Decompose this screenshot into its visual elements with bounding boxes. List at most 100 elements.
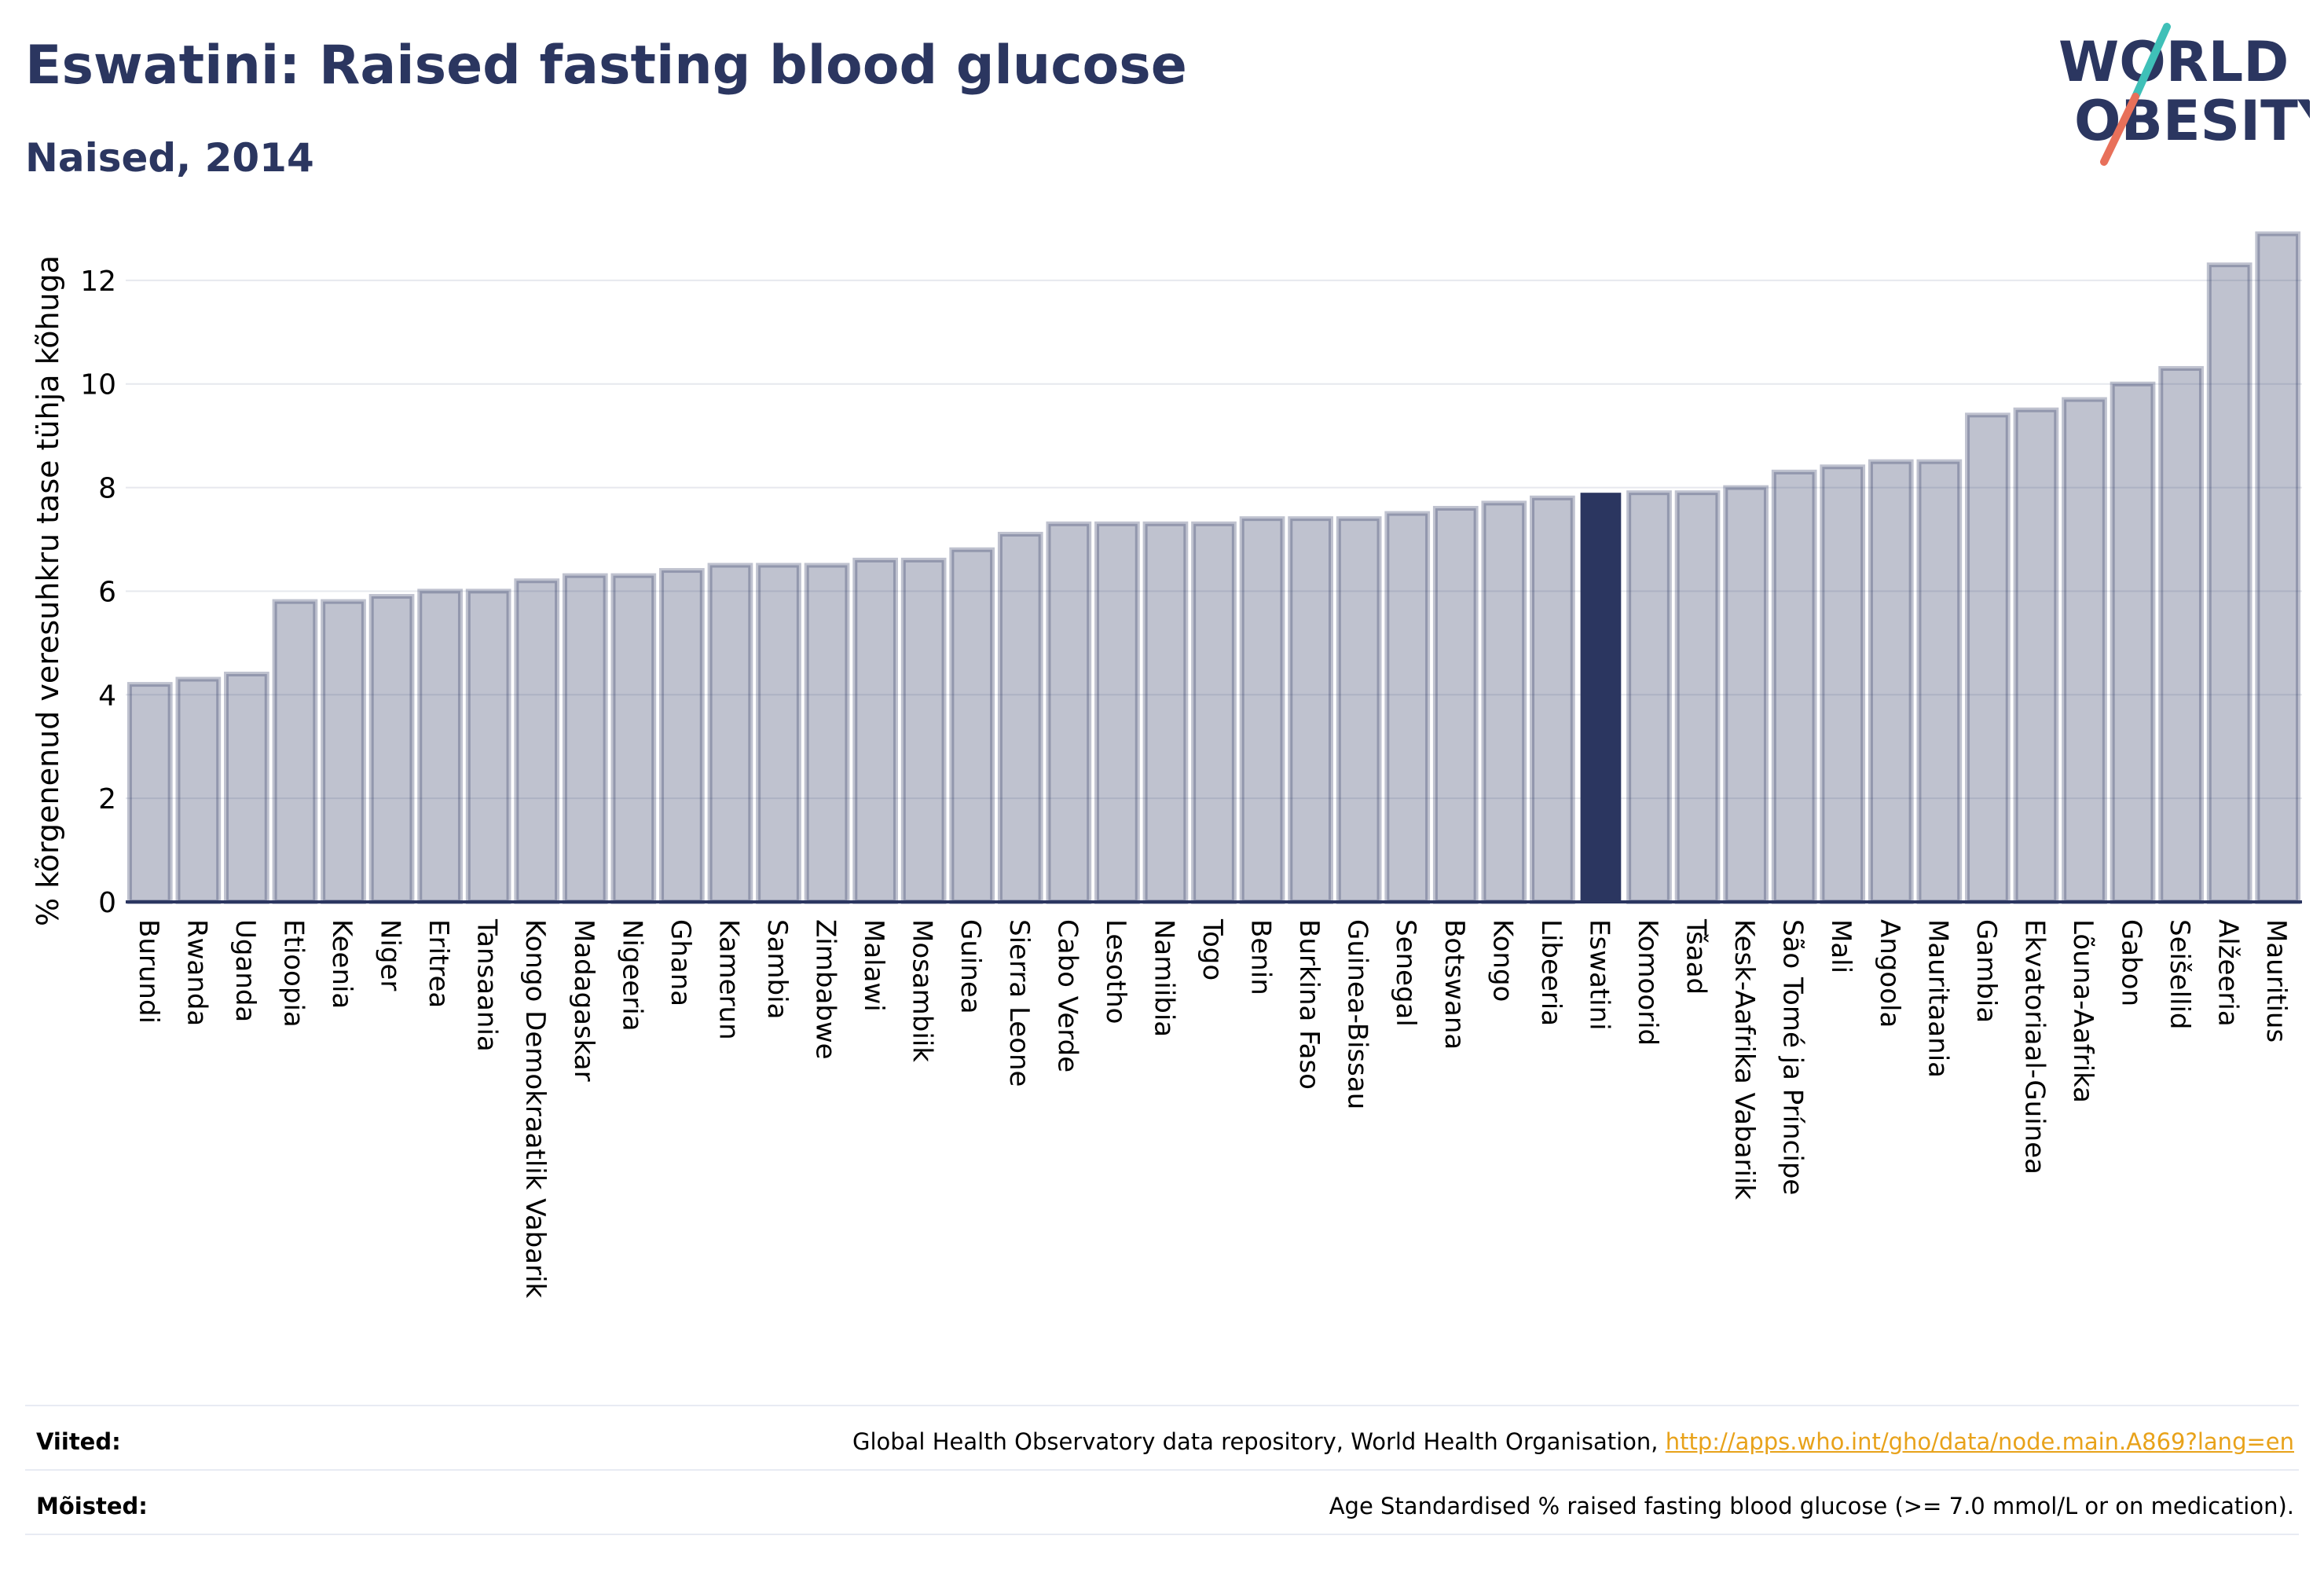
x-tick-label: Madagaskar xyxy=(568,919,599,1082)
bar-zimbabwe xyxy=(804,563,850,905)
bar-botswana xyxy=(1432,505,1479,904)
sources-link[interactable]: http://apps.who.int/gho/data/node.main.A… xyxy=(1665,1428,2294,1455)
x-tick-label: Cabo Verde xyxy=(1051,919,1083,1072)
world-obesity-logo: WORLD OBESITY xyxy=(2058,23,2310,166)
bar-keenia xyxy=(321,599,366,904)
x-tick-label: Mosambiik xyxy=(907,919,938,1062)
x-tick-label: Nigeeria xyxy=(616,919,647,1032)
bar-tansaania xyxy=(465,588,511,904)
bar-malawi xyxy=(852,557,898,905)
bar-togo xyxy=(1191,521,1237,904)
y-tick-label: 12 xyxy=(80,266,116,298)
footer-divider-top xyxy=(25,1405,2299,1406)
x-tick-label: São Tomé ja Príncipe xyxy=(1777,919,1809,1195)
x-tick-label: Togo xyxy=(1197,918,1228,980)
axes: 0 2 4 6 8 10 12 Burundi Rwanda Uganda Etioopia Keen… xyxy=(80,266,2302,1299)
y-tick-label: 2 xyxy=(98,783,116,815)
bar-burundi xyxy=(126,682,173,904)
x-tick-label: Ghana xyxy=(665,919,696,1006)
bar-libeeria xyxy=(1530,495,1575,904)
bar-s-o-tom-ja-pr-ncipe xyxy=(1771,469,1817,904)
logo-slash-coral xyxy=(2100,93,2139,166)
x-tick-label: Eswatini xyxy=(1583,919,1615,1031)
grid-lines xyxy=(126,279,2302,800)
bar-burkina-faso xyxy=(1288,516,1333,904)
bar-madagaskar xyxy=(562,573,608,905)
definitions-label: Mõisted: xyxy=(36,1493,148,1519)
bar-kesk-aafrika-vabariik xyxy=(1723,485,1769,904)
x-tick-label: Namiibia xyxy=(1148,919,1179,1037)
bar-ghana xyxy=(659,568,705,905)
x-tick-label: Guinea xyxy=(955,919,986,1014)
sources-label: Viited: xyxy=(36,1428,121,1455)
sources-citation: Global Health Observatory data repositor… xyxy=(852,1428,1666,1455)
bar-kongo xyxy=(1481,500,1527,904)
bar-guinea xyxy=(949,547,995,904)
x-tick-label: Etioopia xyxy=(277,919,309,1028)
bar-chart: 0 2 4 6 8 10 12 Burundi Rwanda Uganda Etioopia Keen… xyxy=(31,231,2302,1299)
bar-mali xyxy=(1820,464,1866,904)
bar-sierra-leone xyxy=(997,531,1043,904)
bars xyxy=(126,231,2301,905)
bar-t-aad xyxy=(1674,490,1721,904)
x-tick-label: Kongo xyxy=(1486,919,1518,1002)
x-tick-label: Angoola xyxy=(1874,919,1905,1028)
bar-kamerun xyxy=(707,563,753,905)
x-tick-label: Kesk-Aafrika Vabariik xyxy=(1728,919,1760,1200)
footer-divider-middle xyxy=(25,1469,2299,1471)
y-axis-label: % kõrgenenud veresuhkru tase tühja kõhug… xyxy=(31,255,65,926)
bar-rwanda xyxy=(175,676,222,904)
y-tick-label: 0 xyxy=(98,887,116,919)
bar-eswatini xyxy=(1580,493,1622,902)
x-tick-label: Lesotho xyxy=(1100,919,1131,1024)
x-tick-label: Burkina Faso xyxy=(1293,919,1325,1090)
x-tick-label: Niger xyxy=(375,919,406,991)
bar-uganda xyxy=(224,671,269,904)
y-tick-label: 10 xyxy=(80,369,116,401)
x-tick-label: Eritrea xyxy=(423,919,454,1008)
y-tick-label: 8 xyxy=(98,473,116,505)
x-tick-label: Kamerun xyxy=(713,919,744,1040)
x-tick-label: Burundi xyxy=(133,919,164,1024)
x-tick-label: Gambia xyxy=(1970,919,2002,1023)
bar-namiibia xyxy=(1142,521,1189,904)
x-tick-label: Keenia xyxy=(326,919,357,1009)
x-tick-label: Zimbabwe xyxy=(810,919,841,1060)
x-tick-label: Kongo Demokraatlik Vabarik xyxy=(519,919,551,1299)
bar-gabon xyxy=(2110,381,2156,905)
x-tick-label: Mali xyxy=(1825,919,1857,973)
footer-divider-bottom xyxy=(25,1534,2299,1535)
x-tick-label: Uganda xyxy=(229,919,261,1022)
bar-mauritius xyxy=(2255,231,2301,904)
x-tick-label: Mauritius xyxy=(2260,919,2292,1043)
bar-guinea-bissau xyxy=(1336,516,1382,904)
bar-mauritaania xyxy=(1916,459,1963,904)
bar-sei-ellid xyxy=(2158,365,2204,904)
x-tick-label: Komoorid xyxy=(1632,919,1663,1046)
bar-senegal xyxy=(1384,511,1431,904)
bar-gambia xyxy=(1965,412,2011,904)
bar-etioopia xyxy=(272,599,318,904)
x-tick-label: Gabon xyxy=(2116,919,2147,1006)
definitions-text: Age Standardised % raised fasting blood … xyxy=(1329,1493,2294,1519)
x-tick-label: Sierra Leone xyxy=(1003,919,1035,1087)
bar-eritrea xyxy=(417,588,463,904)
x-tick-label: Senegal xyxy=(1390,919,1421,1027)
x-tick-label: Botswana xyxy=(1439,919,1470,1050)
x-tick-label: Mauritaania xyxy=(1922,919,1953,1078)
x-tick-label: Guinea-Bissau xyxy=(1342,919,1373,1109)
bar-l-una-aafrika xyxy=(2062,397,2107,905)
x-tick-label: Libeeria xyxy=(1535,919,1567,1026)
y-tick-label: 4 xyxy=(98,680,116,712)
x-tick-label: Seišellid xyxy=(2164,919,2195,1030)
logo-slash-teal xyxy=(2132,23,2171,101)
x-tick-label: Malawi xyxy=(858,919,889,1012)
chart-title: Eswatini: Raised fasting blood glucose xyxy=(25,35,1187,97)
x-tick-label: Benin xyxy=(1245,919,1277,995)
bar-lesotho xyxy=(1094,521,1140,904)
x-tick-label: Ekvatoriaal-Guinea xyxy=(2018,919,2050,1175)
x-tick-label: Alžeeria xyxy=(2212,919,2244,1027)
bar-niger xyxy=(368,594,415,904)
x-tick-label: Rwanda xyxy=(181,919,212,1026)
bar-kongo-demokraatlik-vabarik xyxy=(514,578,560,905)
